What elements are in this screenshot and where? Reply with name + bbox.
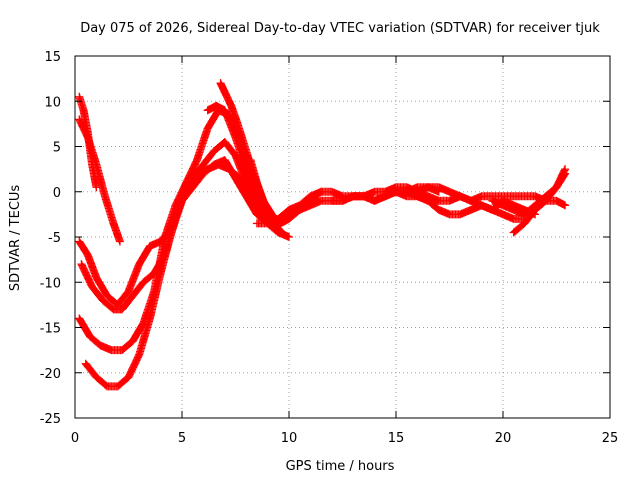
y-axis-label: SDTVAR / TECUs [8, 185, 23, 292]
y-tick-label: 5 [53, 141, 61, 156]
x-axis-label: GPS time / hours [286, 459, 395, 474]
x-tick-label: 0 [71, 431, 79, 446]
chart-title: Day 075 of 2026, Sidereal Day-to-day VTE… [80, 21, 600, 36]
y-tick-label: 15 [44, 50, 61, 65]
marker-trace [75, 115, 124, 246]
y-tick-label: -20 [40, 367, 61, 382]
series-track-2 [75, 115, 124, 246]
y-tick-label: 0 [53, 186, 61, 201]
x-tick-label: 15 [388, 431, 405, 446]
data-markers [75, 79, 570, 391]
y-tick-label: -10 [40, 276, 61, 291]
grid-lines [75, 56, 610, 418]
x-tick-label: 10 [281, 431, 298, 446]
y-tick-label: -5 [48, 231, 61, 246]
y-tick-label: -15 [40, 322, 61, 337]
series-track-6 [81, 156, 293, 391]
x-tick-label: 20 [495, 431, 512, 446]
y-tick-label: 10 [44, 95, 61, 110]
series-track-16 [509, 165, 570, 237]
marker-trace [509, 165, 570, 237]
x-tick-label: 25 [602, 431, 619, 446]
x-tick-label: 5 [178, 431, 186, 446]
y-tick-label: -25 [40, 412, 61, 427]
axis-ticks: 0 5 10 15 20 25 -25 -20 -15 -10 -5 0 5 10 15 [40, 50, 619, 446]
marker-trace [81, 156, 293, 391]
